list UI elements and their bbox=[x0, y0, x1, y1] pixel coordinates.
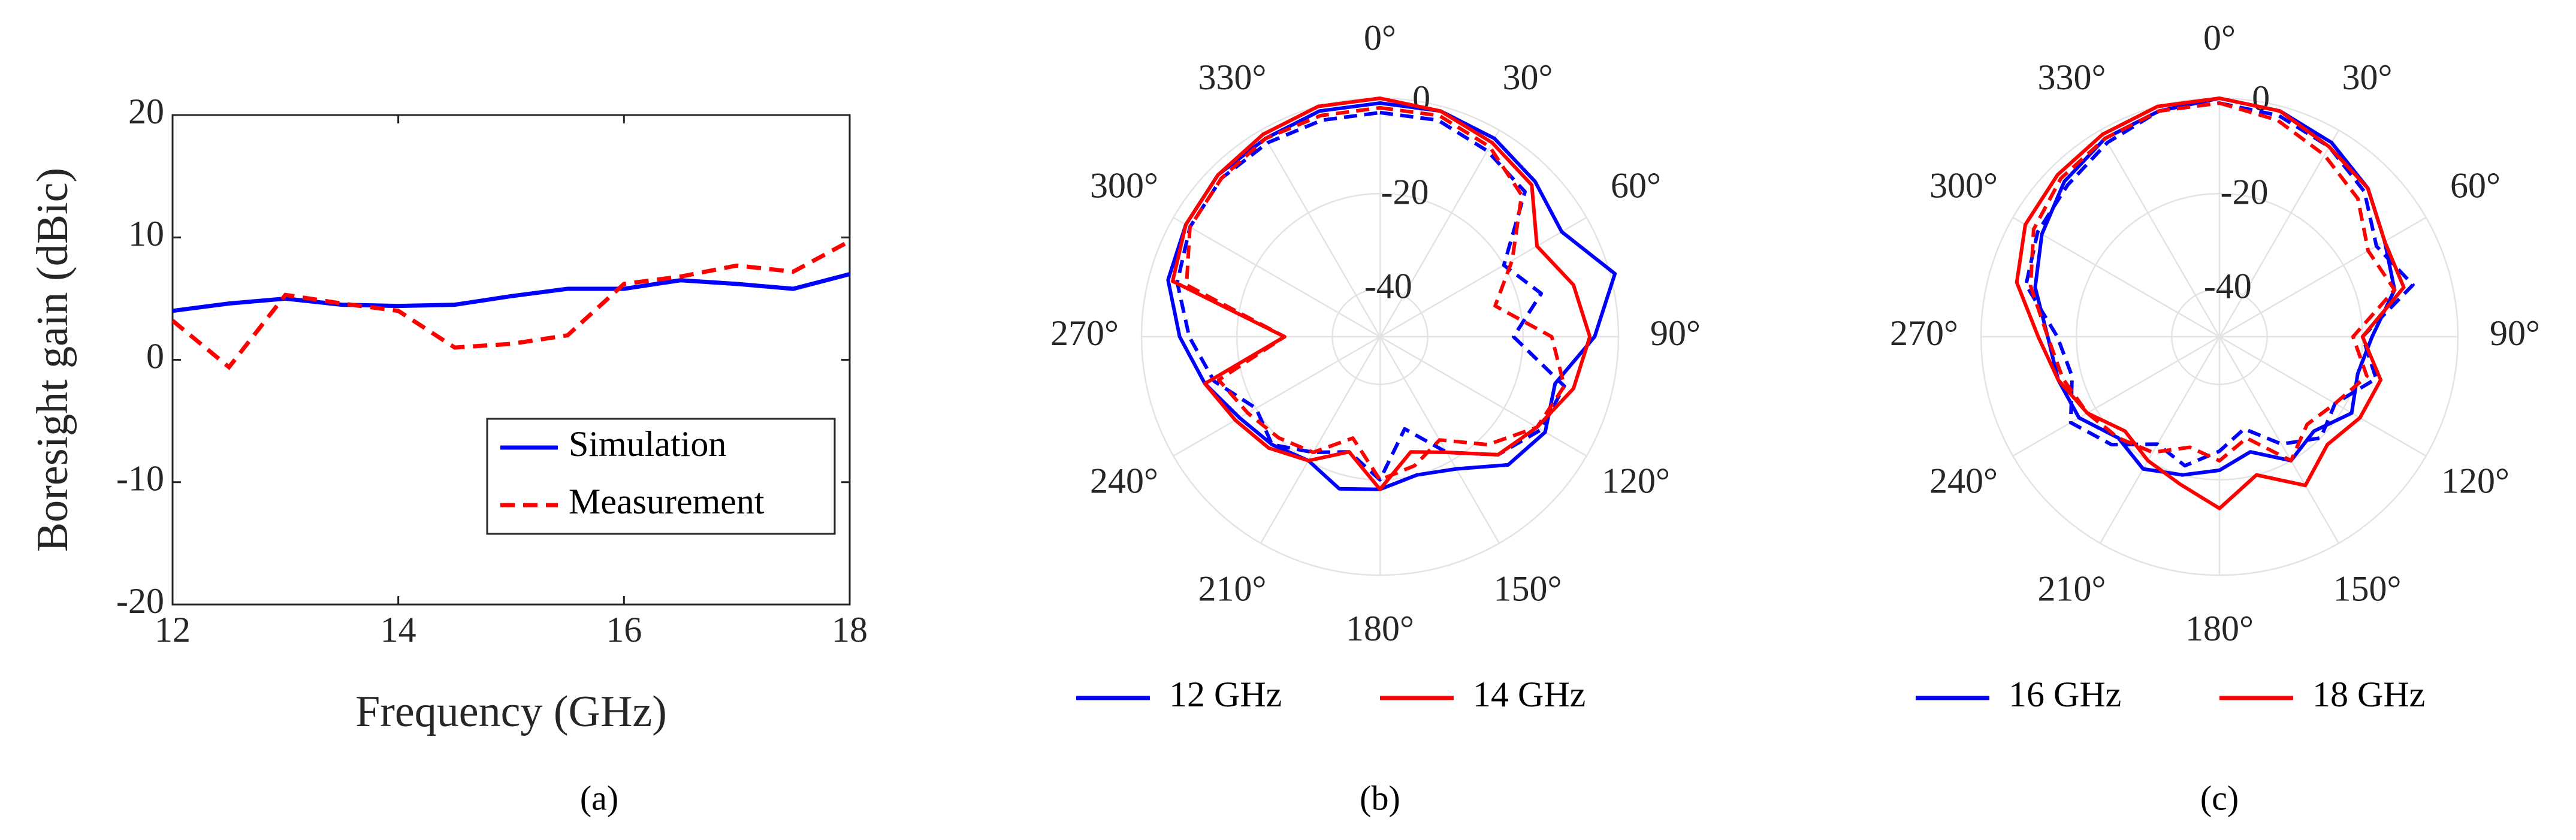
y-tick-label: -10 bbox=[116, 459, 164, 498]
angular-tick-label: 150° bbox=[2333, 569, 2402, 609]
angular-grid-line bbox=[2099, 336, 2221, 544]
angular-tick-label: 210° bbox=[1198, 569, 1267, 609]
pattern-curve bbox=[1185, 105, 1566, 482]
angular-grid-line bbox=[2012, 216, 2220, 338]
angular-tick-label: 150° bbox=[1494, 569, 1562, 609]
angular-tick-label: 0° bbox=[1364, 18, 1396, 58]
angular-tick-label: 270° bbox=[1890, 313, 1958, 353]
angular-tick-label: 60° bbox=[2450, 165, 2500, 205]
angular-grid-line bbox=[2012, 336, 2220, 457]
angular-tick-label: 120° bbox=[2441, 461, 2509, 500]
angular-grid-line bbox=[1379, 336, 1587, 457]
legend-label: 18 GHz bbox=[2312, 675, 2425, 714]
angular-grid-line bbox=[2219, 216, 2427, 338]
pattern-curve bbox=[2015, 96, 2406, 510]
legend-label: 12 GHz bbox=[1169, 675, 1282, 714]
x-tick-label: 14 bbox=[380, 610, 416, 649]
pattern-curve bbox=[2024, 101, 2415, 468]
angular-tick-label: 270° bbox=[1050, 313, 1119, 353]
panel-caption: (a) bbox=[580, 778, 618, 817]
radial-tick-label: -40 bbox=[1364, 266, 1412, 306]
angular-grid-line bbox=[2219, 336, 2427, 457]
angular-grid-line bbox=[1379, 216, 1587, 338]
angular-grid-line bbox=[1379, 129, 1500, 337]
radial-tick-label: -40 bbox=[2204, 266, 2252, 306]
angular-tick-label: 90° bbox=[2490, 313, 2540, 353]
angular-grid-line bbox=[2099, 129, 2221, 337]
legend-box bbox=[486, 418, 836, 535]
angular-tick-label: 120° bbox=[1602, 461, 1670, 500]
angular-tick-label: 90° bbox=[1650, 313, 1701, 353]
angular-tick-label: 240° bbox=[1929, 461, 1998, 500]
y-tick-label: 0 bbox=[146, 336, 164, 376]
angular-grid-line bbox=[1173, 336, 1381, 457]
x-tick-label: 12 bbox=[155, 610, 191, 649]
legend-label: Measurement bbox=[569, 482, 765, 521]
angular-grid-line bbox=[1260, 129, 1381, 337]
panel-caption: (b) bbox=[1360, 778, 1400, 817]
angular-tick-label: 180° bbox=[1346, 609, 1414, 648]
legend-label: 16 GHz bbox=[2009, 675, 2121, 714]
angular-grid-line bbox=[1260, 336, 1381, 544]
axes-box bbox=[171, 114, 851, 606]
angular-tick-label: 30° bbox=[2342, 58, 2393, 97]
angular-tick-label: 60° bbox=[1611, 165, 1661, 205]
legend-label: Simulation bbox=[569, 424, 726, 464]
angular-tick-label: 180° bbox=[2185, 609, 2254, 648]
y-tick-label: -20 bbox=[116, 581, 164, 621]
y-axis-label: Boresight gain (dBic) bbox=[28, 168, 77, 552]
data-line bbox=[171, 239, 851, 370]
y-tick-label: 10 bbox=[128, 214, 164, 253]
pattern-curve bbox=[1171, 96, 1592, 491]
angular-tick-label: 210° bbox=[2038, 569, 2106, 609]
angular-tick-label: 330° bbox=[1198, 58, 1267, 97]
y-tick-label: 20 bbox=[128, 92, 164, 131]
radial-grid-circle bbox=[2171, 288, 2268, 385]
angular-tick-label: 240° bbox=[1090, 461, 1158, 500]
x-axis-label: Frequency (GHz) bbox=[355, 687, 667, 736]
radial-tick-label: -20 bbox=[1381, 173, 1429, 212]
angular-grid-line bbox=[1173, 216, 1381, 338]
pattern-curve bbox=[2028, 101, 2397, 463]
angular-tick-label: 330° bbox=[2038, 58, 2106, 97]
x-tick-label: 16 bbox=[606, 610, 642, 649]
angular-grid-line bbox=[2218, 129, 2340, 337]
legend-label: 14 GHz bbox=[1473, 675, 1586, 714]
x-tick-label: 18 bbox=[832, 610, 868, 649]
radial-tick-label: -20 bbox=[2220, 173, 2268, 212]
angular-tick-label: 300° bbox=[1929, 165, 1998, 205]
angular-tick-label: 300° bbox=[1090, 165, 1158, 205]
angular-tick-label: 0° bbox=[2203, 18, 2236, 58]
angular-tick-label: 30° bbox=[1503, 58, 1553, 97]
data-line bbox=[172, 272, 850, 313]
panel-caption: (c) bbox=[2200, 778, 2239, 817]
radial-grid-circle bbox=[1331, 288, 1429, 385]
radial-tick-label: 0 bbox=[1412, 78, 1430, 118]
angular-grid-line bbox=[2218, 336, 2340, 544]
